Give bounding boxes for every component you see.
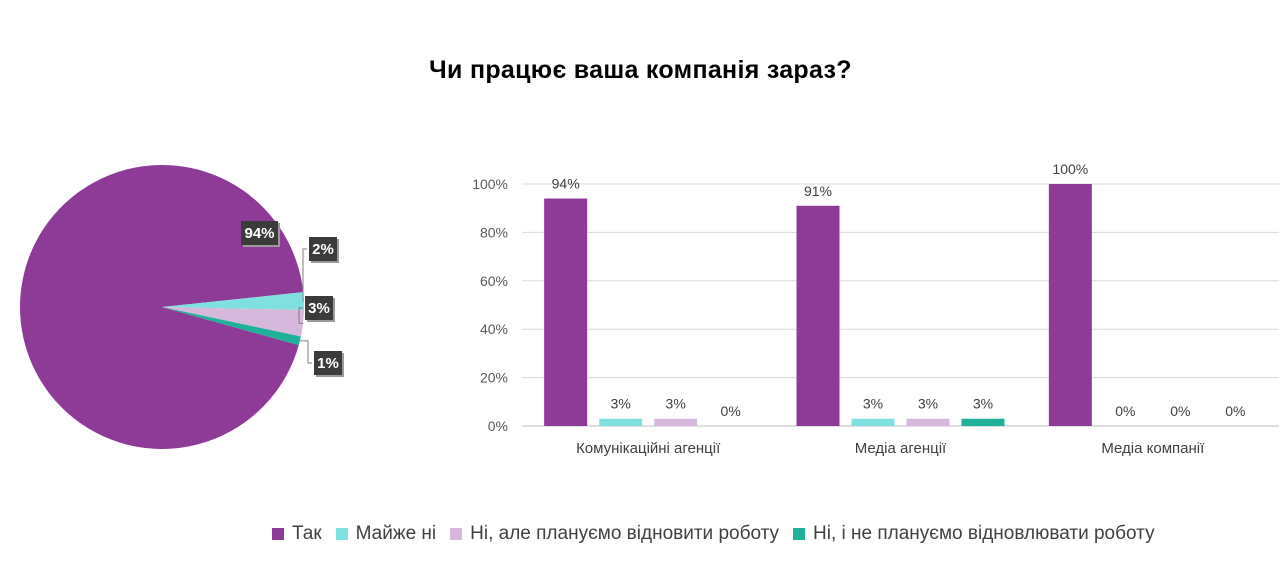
legend-item-no-not-plan: Ні, і не плануємо відновлювати роботу <box>793 523 1155 545</box>
chart-title: Чи працює ваша компанія зараз? <box>429 56 852 84</box>
bar-data-label: 3% <box>611 396 631 412</box>
pie-data-label: 94% <box>244 225 274 242</box>
bar <box>654 418 698 426</box>
bar-data-label: 3% <box>863 396 883 412</box>
bar-data-label: 100% <box>1052 161 1088 177</box>
legend-label: Ні, і не плануємо відновлювати роботу <box>813 523 1155 544</box>
legend-item-almost-no: Майже ні <box>335 523 437 545</box>
legend-swatch <box>272 528 284 540</box>
legend-item-yes: Так <box>272 523 322 545</box>
bar <box>544 198 588 426</box>
bar-data-label: 0% <box>1115 403 1135 419</box>
pie-data-label: 2% <box>312 241 334 258</box>
pie-label-box <box>314 351 342 375</box>
pie-data-label: 1% <box>317 355 339 372</box>
y-tick-label: 20% <box>480 370 508 386</box>
y-tick-label: 0% <box>488 418 508 434</box>
legend-swatch <box>450 528 463 540</box>
bar <box>1048 184 1092 426</box>
legend-label: Майже ні <box>355 523 437 544</box>
pie-slice <box>19 164 304 449</box>
pie-slice <box>162 292 304 310</box>
legend-swatch <box>793 528 806 540</box>
y-tick-label: 40% <box>480 321 508 337</box>
pie-label-box <box>305 296 333 320</box>
bar-chart: 0% 20% 40% 60% 80% 100% 94% 3% 3% 0% Комунікаційні… <box>472 161 1279 457</box>
bar-data-label: 3% <box>666 396 686 412</box>
y-tick-label: 60% <box>480 273 508 289</box>
legend-label: Ні, але плануємо відновити роботу <box>470 523 780 544</box>
legend-label: Так <box>292 523 322 544</box>
pie-leader-line <box>299 340 312 364</box>
x-category-label: Комунікаційні агенції <box>576 440 721 457</box>
bar <box>796 205 840 426</box>
pie-label-box <box>309 237 337 261</box>
pie-data-label: 3% <box>308 300 330 317</box>
legend: Так Майже ні Ні, але плануємо відновити … <box>272 523 1169 545</box>
x-category-label: Медіа компанії <box>1101 440 1205 457</box>
y-tick-label: 100% <box>472 176 508 192</box>
bar <box>851 418 895 426</box>
bar-data-label: 3% <box>973 396 993 412</box>
pie-slice <box>162 307 304 337</box>
bar-data-label: 94% <box>552 176 580 192</box>
legend-item-no-plan-restore: Ні, але плануємо відновити роботу <box>450 523 779 545</box>
bar-data-label: 0% <box>721 403 741 419</box>
pie-chart: 94% 2% 3% 1% <box>19 164 344 449</box>
bar <box>961 418 1005 426</box>
pie-slice <box>162 307 301 346</box>
bar-data-label: 3% <box>918 396 938 412</box>
pie-leader-line <box>298 307 304 324</box>
bar-data-label: 0% <box>1225 403 1245 419</box>
pie-leader-line <box>302 248 307 302</box>
pie-label-box <box>241 221 278 245</box>
bar-data-label: 91% <box>804 183 832 199</box>
bar <box>599 418 643 426</box>
bar-data-label: 0% <box>1170 403 1190 419</box>
y-tick-label: 80% <box>480 224 508 240</box>
bar <box>906 418 950 426</box>
legend-swatch <box>335 528 348 540</box>
x-category-label: Медіа агенції <box>855 440 947 457</box>
